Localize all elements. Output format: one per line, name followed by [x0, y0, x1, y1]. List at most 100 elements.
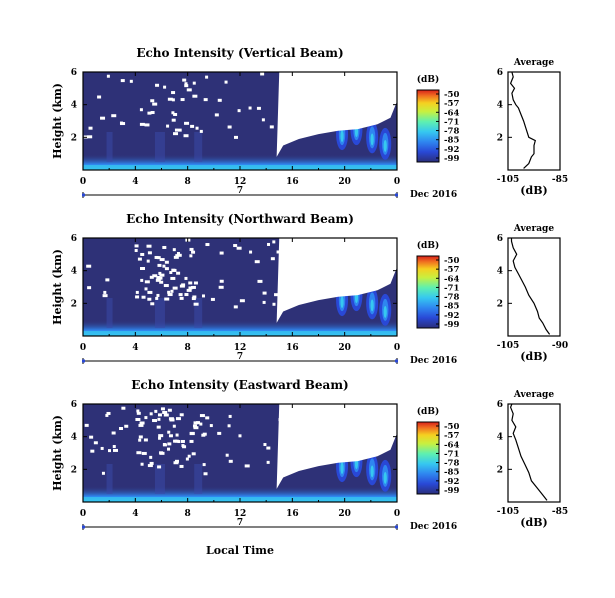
missing-data-cell [157, 263, 162, 267]
missing-data-cell [167, 293, 173, 297]
missing-data-cell [166, 124, 170, 128]
no-data-region [276, 404, 397, 489]
colorbar-tick-label: -71 [444, 449, 459, 459]
y-axis-label: Height (km) [51, 415, 64, 491]
missing-data-cell [159, 280, 164, 284]
missing-data-cell [168, 434, 173, 438]
missing-data-cell [185, 457, 189, 461]
missing-data-cell [179, 413, 184, 417]
missing-data-cell [175, 433, 179, 437]
missing-data-cell [164, 297, 170, 301]
missing-data-cell [176, 271, 181, 275]
missing-data-cell [236, 246, 242, 250]
missing-data-cell [93, 441, 98, 445]
colorbar-unit: (dB) [417, 74, 439, 85]
missing-data-cell [173, 132, 179, 136]
missing-data-cell [193, 421, 199, 425]
colorbar-tick-label: -78 [444, 459, 459, 469]
missing-data-cell [90, 449, 95, 453]
missing-data-cell [149, 461, 154, 465]
profile-line [510, 238, 551, 335]
missing-data-cell [129, 79, 133, 83]
missing-data-cell [149, 455, 153, 459]
missing-data-cell [276, 250, 280, 254]
profile-line [509, 403, 548, 501]
profile-x-tick-label: -105 [497, 175, 520, 185]
missing-data-cell [136, 409, 140, 413]
date-bar-marker [82, 193, 85, 197]
missing-data-cell [157, 465, 162, 469]
missing-data-cell [191, 250, 196, 254]
missing-data-cell [168, 417, 174, 421]
missing-data-cell [262, 291, 267, 295]
missing-data-cell [187, 454, 191, 458]
colorbar-tick-label: -99 [444, 154, 459, 164]
missing-data-cell [262, 300, 266, 304]
missing-data-cell [171, 118, 176, 122]
missing-data-cell [108, 449, 112, 453]
missing-data-cell [233, 135, 238, 139]
colorbar-tick-label: -50 [444, 256, 459, 266]
missing-data-cell [152, 419, 158, 423]
colorbar-tick-label: -85 [444, 136, 459, 146]
colorbar-tick-label: -57 [444, 99, 459, 109]
x-tick-label: 0 [394, 343, 400, 353]
colorbar-tick-label: -92 [444, 145, 459, 155]
profile-x-label: (dB) [520, 184, 547, 197]
missing-data-cell [189, 254, 193, 258]
missing-data-cell [149, 275, 154, 279]
missing-data-cell [193, 281, 198, 285]
x-tick-label: 16 [286, 177, 299, 187]
missing-data-cell [201, 294, 205, 298]
x-axis-label: Local Time [206, 544, 274, 557]
missing-data-cell [176, 253, 182, 257]
profile-y-tick-label: 6 [497, 234, 503, 244]
missing-data-cell [101, 471, 105, 475]
x-tick-label: 4 [132, 509, 138, 519]
colorbar-tick-label: -57 [444, 431, 459, 441]
missing-data-cell [156, 293, 160, 297]
missing-data-cell [163, 284, 169, 288]
missing-data-cell [147, 464, 153, 468]
missing-data-cell [179, 296, 184, 300]
profile-title: Average [513, 224, 554, 234]
missing-data-cell [218, 285, 224, 289]
missing-data-cell [217, 431, 222, 435]
date-day-label: 7 [237, 518, 243, 528]
missing-data-cell [140, 462, 144, 466]
profile-y-tick-label: 2 [497, 299, 503, 309]
missing-data-cell [121, 406, 126, 410]
date-bar-marker [82, 525, 85, 529]
colorbar-unit: (dB) [417, 406, 439, 417]
missing-data-cell [184, 84, 189, 88]
missing-data-cell [162, 410, 168, 414]
colorbar-tick-label: -99 [444, 486, 459, 496]
missing-data-cell [217, 98, 222, 102]
missing-data-cell [169, 270, 173, 274]
missing-data-cell [111, 431, 116, 435]
missing-data-cell [158, 271, 162, 275]
missing-data-cell [159, 276, 163, 280]
missing-data-cell [113, 448, 119, 452]
no-data-region [276, 72, 397, 157]
missing-data-cell [269, 125, 274, 129]
colorbar-tick-label: -71 [444, 117, 459, 127]
missing-data-cell [228, 459, 233, 463]
plume-core [383, 305, 387, 318]
missing-data-cell [150, 302, 155, 306]
missing-data-cell [141, 295, 146, 299]
missing-data-cell [147, 251, 152, 255]
missing-data-cell [179, 464, 184, 468]
missing-data-cell [182, 78, 187, 82]
y-tick-label: 4 [71, 101, 77, 111]
missing-data-cell [257, 279, 263, 283]
missing-data-cell [183, 134, 189, 138]
x-tick-label: 12 [234, 509, 247, 519]
panel-1: Echo Intensity (Vertical Beam) 0 4 8 12 16 20 0… [51, 46, 568, 200]
missing-data-cell [180, 439, 185, 443]
profile-y-tick-label: 4 [497, 433, 503, 443]
missing-data-cell [139, 421, 145, 425]
missing-data-cell [84, 423, 89, 427]
heatmap-title: Echo Intensity (Eastward Beam) [131, 378, 348, 392]
